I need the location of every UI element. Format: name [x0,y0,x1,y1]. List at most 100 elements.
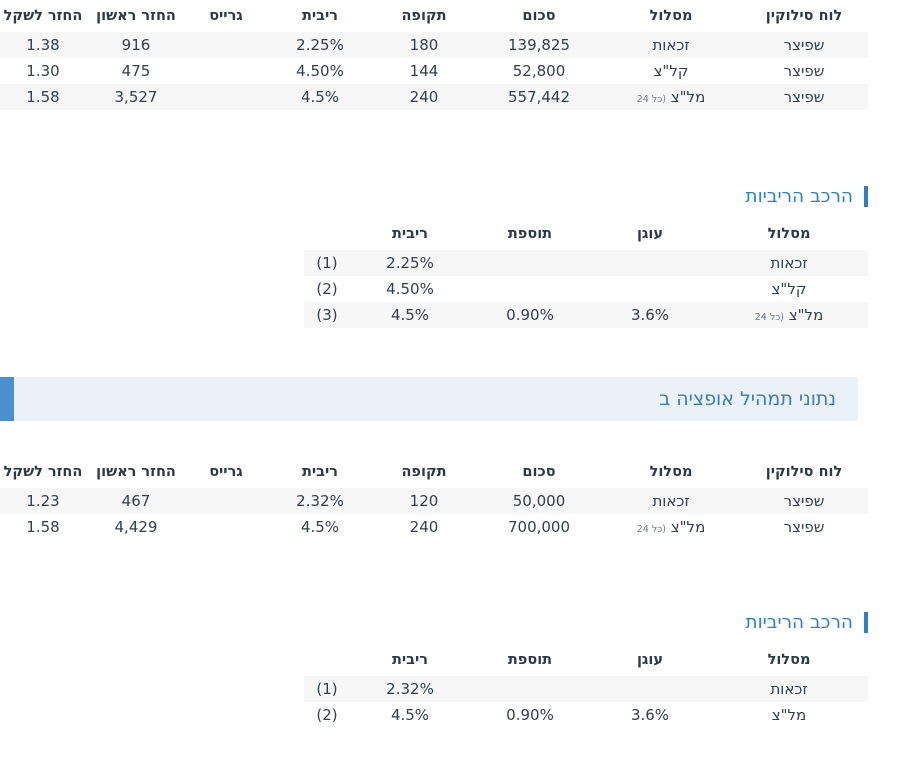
cell-grace [184,32,268,59]
option-a-interest-heading-label: הרכב הריביות [745,186,853,207]
table-header-row: לוח סילוקין מסלול סכום תקופה ריבית גרייס… [0,464,868,489]
table-row: מל"צ 3.6% 0.90% 4.5% (2) [304,702,868,729]
cell-amount: 52,800 [476,58,602,85]
cell-track-main: מל"צ [670,88,706,107]
cell-track-main: זכאות [770,254,808,273]
table-row: קל"צ 4.50% (2) [304,276,868,303]
cell-rownum: (1) [304,676,350,703]
table-row: שפיצר מל"צ (כל 24 557,442 240 4.5% 3,527… [0,84,868,111]
cell-grace [184,84,268,111]
cell-total-return: 1.30 [0,58,88,85]
col-header-rate: ריבית [350,652,470,677]
cell-track-sub: (כל 24 [636,94,666,106]
cell-track-main: קל"צ [771,280,807,299]
col-header-rate: ריבית [268,464,372,489]
col-header-grace: גרייס [184,8,268,33]
option-b-mix-table-wrap: לוח סילוקין מסלול סכום תקופה ריבית גרייס… [0,464,868,541]
cell-rate: 2.32% [350,676,470,703]
option-b-mix-table: לוח סילוקין מסלול סכום תקופה ריבית גרייס… [0,464,868,541]
table-header-row: לוח סילוקין מסלול סכום תקופה ריבית גרייס… [0,8,868,33]
cell-total-return: 1.58 [0,84,88,111]
cell-total-return: 1.23 [0,488,88,515]
col-header-amount: סכום [476,8,602,33]
cell-loan-schedule: שפיצר [740,514,868,541]
option-b-interest-table-wrap: מסלול עוגן תוספת ריבית זכאות 2.32% (1) מ… [304,652,868,729]
accent-bar-icon [864,186,868,207]
col-header-first-payment: החזר ראשון [88,464,184,489]
col-header-track: מסלול [710,652,868,677]
cell-margin [470,276,590,303]
cell-anchor [590,250,710,277]
col-header-track: מסלול [602,464,740,489]
cell-rate: 4.5% [268,514,372,541]
cell-track: קל"צ [710,276,868,303]
table-row: שפיצר מל"צ (כל 24 700,000 240 4.5% 4,429… [0,514,868,541]
cell-track: זכאות [602,32,740,59]
cell-amount: 700,000 [476,514,602,541]
option-b-interest-table: מסלול עוגן תוספת ריבית זכאות 2.32% (1) מ… [304,652,868,729]
option-b-banner: נתוני תמהיל אופציה ב [0,377,858,421]
cell-track-main: זכאות [652,36,690,55]
option-a-mix-table: לוח סילוקין מסלול סכום תקופה ריבית גרייס… [0,8,868,111]
cell-track-main: מל"צ [788,306,824,325]
accent-bar-icon [864,612,868,633]
cell-track: מל"צ (כל 24 [710,302,868,329]
cell-period: 120 [372,488,476,515]
cell-first-payment: 4,429 [88,514,184,541]
cell-first-payment: 475 [88,58,184,85]
cell-track: זכאות [602,488,740,515]
cell-track-main: מל"צ [771,706,807,725]
col-header-period: תקופה [372,464,476,489]
cell-anchor: 3.6% [590,702,710,729]
cell-loan-schedule: שפיצר [740,84,868,111]
option-b-banner-title: נתוני תמהיל אופציה ב [659,388,836,410]
cell-rate: 2.25% [268,32,372,59]
cell-track-sub: (כל 24 [754,312,784,324]
col-header-rate: ריבית [350,226,470,251]
option-b-interest-heading-label: הרכב הריביות [745,612,853,633]
col-header-total-return: החזר לשקל [0,8,88,33]
banner-accent-edge-icon [0,377,14,421]
option-a-mix-table-wrap: לוח סילוקין מסלול סכום תקופה ריבית גרייס… [0,8,868,111]
option-b-interest-heading: הרכב הריביות [745,612,868,633]
col-header-rownum [304,652,350,677]
cell-track-main: זכאות [770,680,808,699]
cell-track: זכאות [710,676,868,703]
col-header-margin: תוספת [470,226,590,251]
col-header-loan-schedule: לוח סילוקין [740,464,868,489]
col-header-margin: תוספת [470,652,590,677]
cell-loan-schedule: שפיצר [740,32,868,59]
col-header-grace: גרייס [184,464,268,489]
table-row: שפיצר קל"צ 52,800 144 4.50% 475 1.30 (2) [0,58,868,85]
cell-rownum: (3) [304,302,350,329]
table-header-row: מסלול עוגן תוספת ריבית [304,226,868,251]
col-header-rate: ריבית [268,8,372,33]
cell-track: מל"צ (כל 24 [602,84,740,111]
cell-track-main: זכאות [652,492,690,511]
cell-first-payment: 3,527 [88,84,184,111]
cell-period: 144 [372,58,476,85]
cell-anchor [590,276,710,303]
col-header-anchor: עוגן [590,226,710,251]
cell-track: מל"צ (כל 24 [602,514,740,541]
table-row: זכאות 2.32% (1) [304,676,868,703]
option-a-interest-table-wrap: מסלול עוגן תוספת ריבית זכאות 2.25% (1) ק… [304,226,868,329]
col-header-track: מסלול [602,8,740,33]
col-header-period: תקופה [372,8,476,33]
cell-track-main: מל"צ [670,518,706,537]
cell-rate: 4.50% [268,58,372,85]
cell-total-return: 1.38 [0,32,88,59]
cell-rate: 2.32% [268,488,372,515]
option-a-interest-table: מסלול עוגן תוספת ריבית זכאות 2.25% (1) ק… [304,226,868,329]
cell-track: זכאות [710,250,868,277]
table-row: שפיצר זכאות 50,000 120 2.32% 467 1.23 (1… [0,488,868,515]
cell-grace [184,488,268,515]
cell-rate: 4.5% [268,84,372,111]
cell-margin [470,676,590,703]
cell-anchor: 3.6% [590,302,710,329]
table-row: מל"צ (כל 24 3.6% 0.90% 4.5% (3) [304,302,868,329]
cell-grace [184,514,268,541]
col-header-total-return: החזר לשקל [0,464,88,489]
cell-amount: 50,000 [476,488,602,515]
